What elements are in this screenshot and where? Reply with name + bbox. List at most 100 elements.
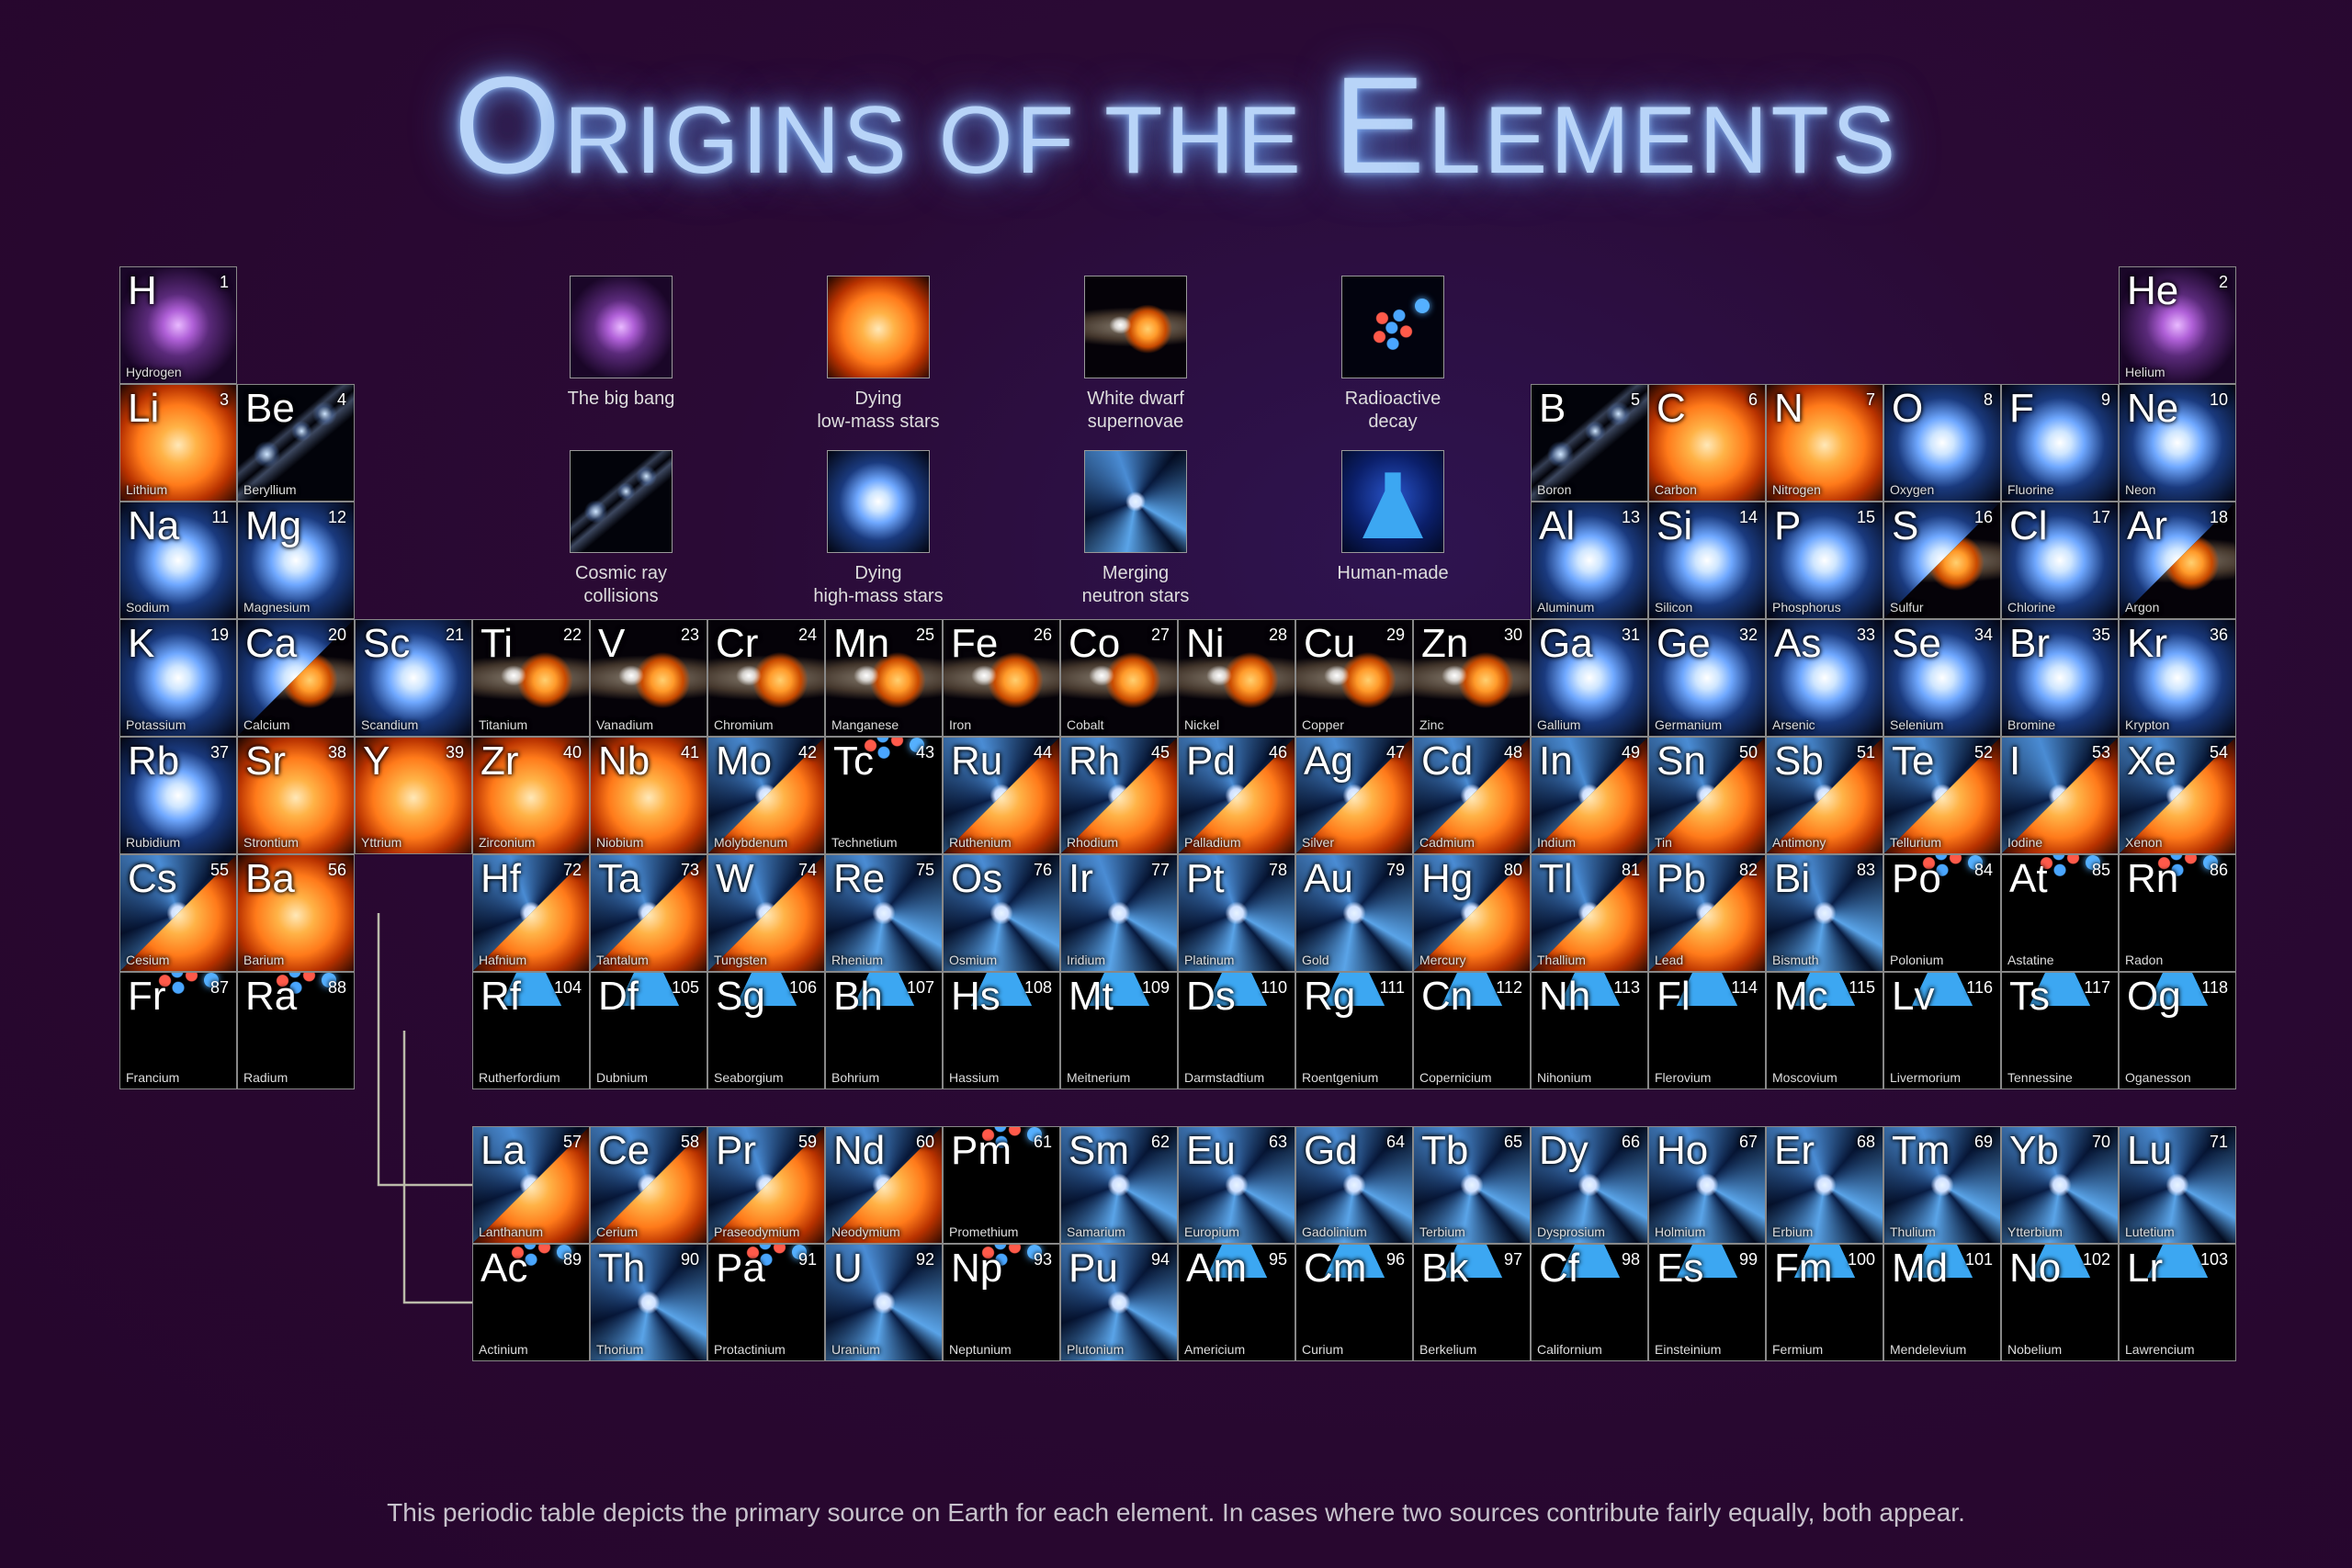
element-symbol: Ne <box>2127 389 2178 429</box>
element-number: 104 <box>554 978 582 998</box>
element-symbol: Mg <box>245 506 301 547</box>
element-symbol: Mo <box>716 741 772 782</box>
element-Ts: Ts117Tennessine <box>2001 972 2119 1089</box>
element-symbol: Pm <box>951 1131 1012 1171</box>
element-number: 15 <box>1857 508 1875 527</box>
element-Es: Es99Einsteinium <box>1648 1244 1766 1361</box>
element-Li: Li3Lithium <box>119 384 237 502</box>
element-name: Krypton <box>2125 717 2169 732</box>
element-symbol: Rn <box>2127 859 2178 899</box>
element-Sm: Sm62Samarium <box>1060 1126 1178 1244</box>
element-number: 107 <box>907 978 934 998</box>
element-name: Neodymium <box>831 1224 900 1239</box>
element-symbol: U <box>833 1248 863 1289</box>
element-number: 34 <box>1974 626 1993 645</box>
element-Fe: Fe26Iron <box>943 619 1060 737</box>
element-He: He2Helium <box>2119 266 2236 384</box>
element-name: Hafnium <box>479 953 526 967</box>
element-number: 30 <box>1504 626 1522 645</box>
element-Mo: Mo42Molybdenum <box>707 737 825 854</box>
element-number: 40 <box>563 743 582 762</box>
element-name: Titanium <box>479 717 527 732</box>
element-symbol: Po <box>1892 859 1941 899</box>
element-symbol: Ca <box>245 624 297 664</box>
element-symbol: Tc <box>833 741 874 782</box>
element-symbol: Au <box>1304 859 1353 899</box>
element-number: 102 <box>2083 1250 2110 1269</box>
element-symbol: Cs <box>128 859 177 899</box>
element-name: Meitnerium <box>1067 1070 1130 1085</box>
element-number: 96 <box>1386 1250 1405 1269</box>
element-name: Aluminum <box>1537 600 1594 615</box>
element-number: 43 <box>916 743 934 762</box>
element-symbol: Mt <box>1069 976 1114 1017</box>
element-Al: Al13Aluminum <box>1531 502 1648 619</box>
element-symbol: Gd <box>1304 1131 1358 1171</box>
element-name: Radium <box>243 1070 288 1085</box>
element-number: 44 <box>1034 743 1052 762</box>
element-Rg: Rg111Roentgenium <box>1295 972 1413 1089</box>
element-symbol: Cr <box>716 624 758 664</box>
element-name: Actinium <box>479 1342 528 1357</box>
element-symbol: Si <box>1657 506 1692 547</box>
element-Br: Br35Bromine <box>2001 619 2119 737</box>
element-Pb: Pb82Lead <box>1648 854 1766 972</box>
element-name: Rhodium <box>1067 835 1118 850</box>
element-symbol: Cn <box>1421 976 1473 1017</box>
element-number: 49 <box>1622 743 1640 762</box>
element-number: 75 <box>916 861 934 880</box>
element-La: La57Lanthanum <box>472 1126 590 1244</box>
element-symbol: Dy <box>1539 1131 1589 1171</box>
element-name: Thorium <box>596 1342 643 1357</box>
element-symbol: Pt <box>1186 859 1225 899</box>
element-name: Sodium <box>126 600 169 615</box>
element-symbol: Hs <box>951 976 1001 1017</box>
element-symbol: Pd <box>1186 741 1236 782</box>
element-name: Erbium <box>1772 1224 1813 1239</box>
element-number: 57 <box>563 1133 582 1152</box>
element-number: 5 <box>1631 390 1640 410</box>
element-name: Boron <box>1537 482 1571 497</box>
element-Rn: Rn86Radon <box>2119 854 2236 972</box>
element-number: 99 <box>1739 1250 1758 1269</box>
element-Nb: Nb41Niobium <box>590 737 707 854</box>
element-name: Neptunium <box>949 1342 1012 1357</box>
element-Tb: Tb65Terbium <box>1413 1126 1531 1244</box>
element-symbol: Ho <box>1657 1131 1708 1171</box>
element-symbol: As <box>1774 624 1821 664</box>
element-Cf: Cf98Californium <box>1531 1244 1648 1361</box>
element-number: 18 <box>2210 508 2228 527</box>
element-number: 114 <box>1731 978 1758 998</box>
element-number: 41 <box>681 743 699 762</box>
element-number: 65 <box>1504 1133 1522 1152</box>
element-name: Indium <box>1537 835 1576 850</box>
element-symbol: Cd <box>1421 741 1473 782</box>
element-number: 26 <box>1034 626 1052 645</box>
element-number: 78 <box>1269 861 1287 880</box>
element-symbol: V <box>598 624 625 664</box>
element-symbol: Fe <box>951 624 998 664</box>
element-name: Ruthenium <box>949 835 1012 850</box>
element-Fm: Fm100Fermium <box>1766 1244 1883 1361</box>
element-Tc: Tc43Technetium <box>825 737 943 854</box>
element-name: Beryllium <box>243 482 297 497</box>
element-symbol: Tm <box>1892 1131 1951 1171</box>
element-name: Neon <box>2125 482 2155 497</box>
element-Th: Th90Thorium <box>590 1244 707 1361</box>
element-name: Rubidium <box>126 835 180 850</box>
element-number: 32 <box>1739 626 1758 645</box>
element-symbol: Th <box>598 1248 645 1289</box>
element-symbol: Og <box>2127 976 2181 1017</box>
element-symbol: Fl <box>1657 976 1690 1017</box>
element-name: Antimony <box>1772 835 1826 850</box>
element-number: 21 <box>446 626 464 645</box>
element-Gd: Gd64Gadolinium <box>1295 1126 1413 1244</box>
element-name: Xenon <box>2125 835 2162 850</box>
element-Cm: Cm96Curium <box>1295 1244 1413 1361</box>
element-symbol: At <box>2009 859 2048 899</box>
element-symbol: Ag <box>1304 741 1353 782</box>
element-name: Rhenium <box>831 953 883 967</box>
element-name: Oganesson <box>2125 1070 2191 1085</box>
element-number: 112 <box>1496 978 1522 998</box>
element-name: Einsteinium <box>1655 1342 1721 1357</box>
